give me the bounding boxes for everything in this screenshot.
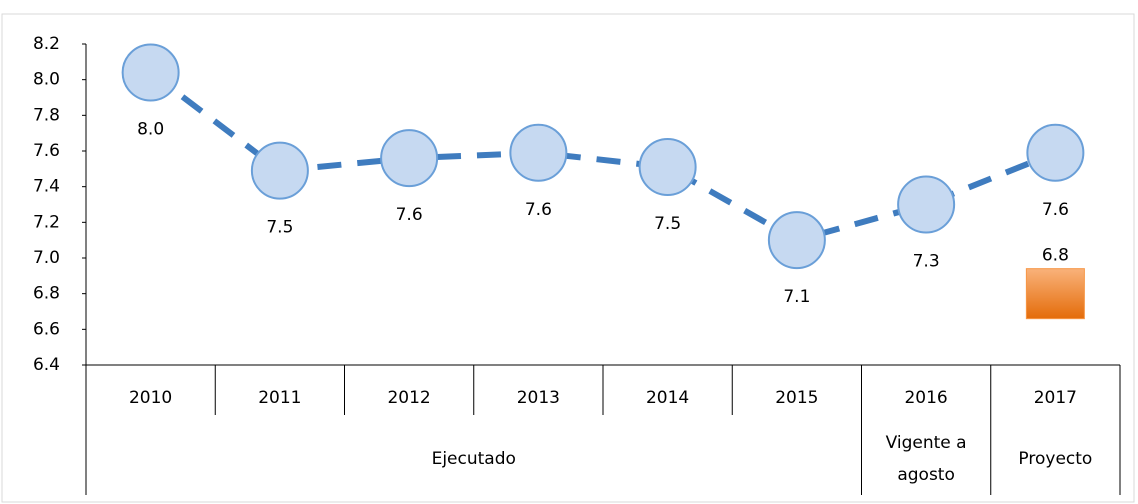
point-marker	[638, 138, 697, 197]
point-marker	[380, 129, 439, 188]
data-label: 7.5	[266, 218, 293, 238]
point-marker	[250, 141, 309, 200]
point-marker	[897, 175, 956, 234]
group-label: Ejecutado	[431, 449, 516, 469]
group-label-box: Proyecto	[1018, 449, 1093, 469]
point-marker	[1026, 123, 1085, 182]
group-label: Vigente a agosto	[885, 433, 967, 485]
chart-frame	[1, 13, 1135, 503]
y-tick-label: 8.2	[33, 34, 60, 54]
point-marker	[767, 211, 826, 270]
x-tick-label: 2010	[129, 388, 172, 408]
data-label: 7.3	[913, 252, 940, 272]
x-tick-label: 2017	[1034, 388, 1077, 408]
y-tick-label: 7.0	[33, 248, 60, 268]
data-label: 7.1	[783, 287, 810, 307]
x-tick-label: 2013	[517, 388, 560, 408]
x-tick-label: 2016	[904, 388, 947, 408]
point-marker	[121, 43, 180, 102]
point-marker	[509, 123, 568, 182]
y-tick-label: 6.6	[33, 319, 60, 339]
data-label: 7.6	[525, 200, 552, 220]
x-tick-label: 2014	[646, 388, 689, 408]
x-tick-label: 2015	[775, 388, 818, 408]
data-label: 7.6	[396, 205, 423, 225]
x-tick-label: 2011	[258, 388, 301, 408]
y-tick-label: 7.6	[33, 141, 60, 161]
y-tick-label: 7.8	[33, 105, 60, 125]
x-tick-label: 2012	[387, 388, 430, 408]
y-tick-label: 7.4	[33, 177, 60, 197]
group-label-box: Ejecutado	[431, 449, 516, 469]
data-label: 7.5	[654, 214, 681, 234]
group-label-box: Vigente a agosto	[885, 433, 967, 485]
y-tick-label: 7.2	[33, 212, 60, 232]
y-tick-label: 6.8	[33, 284, 60, 304]
square-marker	[1025, 268, 1085, 320]
data-label: 6.8	[1042, 246, 1069, 266]
data-label: 8.0	[137, 120, 164, 140]
y-tick-label: 6.4	[33, 355, 60, 375]
data-label: 7.6	[1042, 200, 1069, 220]
group-label: Proyecto	[1018, 449, 1093, 469]
y-tick-label: 8.0	[33, 70, 60, 90]
